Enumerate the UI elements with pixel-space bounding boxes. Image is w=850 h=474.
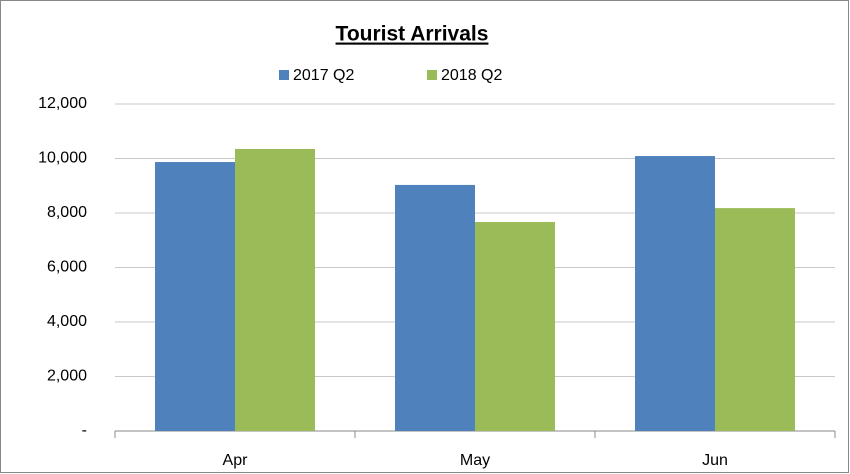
y-tick-label: 4,000 [47,313,87,330]
legend-swatch [427,70,437,80]
legend-label: 2017 Q2 [293,67,354,84]
y-tick-label: - [82,422,87,439]
y-tick-label: 10,000 [38,150,87,167]
bar [155,162,235,432]
bar [235,148,315,431]
y-tick-label: 12,000 [38,95,87,112]
legend-label: 2018 Q2 [441,67,502,84]
y-tick-label: 8,000 [47,204,87,221]
x-tick-label: May [460,452,490,469]
x-tick-label: Apr [223,452,249,469]
bar [635,156,715,432]
chart-title: Tourist Arrivals [336,23,489,46]
bar [475,221,555,431]
bar [395,184,475,431]
x-tick-label: Jun [702,452,728,469]
legend-swatch [279,70,289,80]
y-tick-label: 2,000 [47,368,87,385]
bar [715,208,795,431]
y-tick-label: 6,000 [47,259,87,276]
